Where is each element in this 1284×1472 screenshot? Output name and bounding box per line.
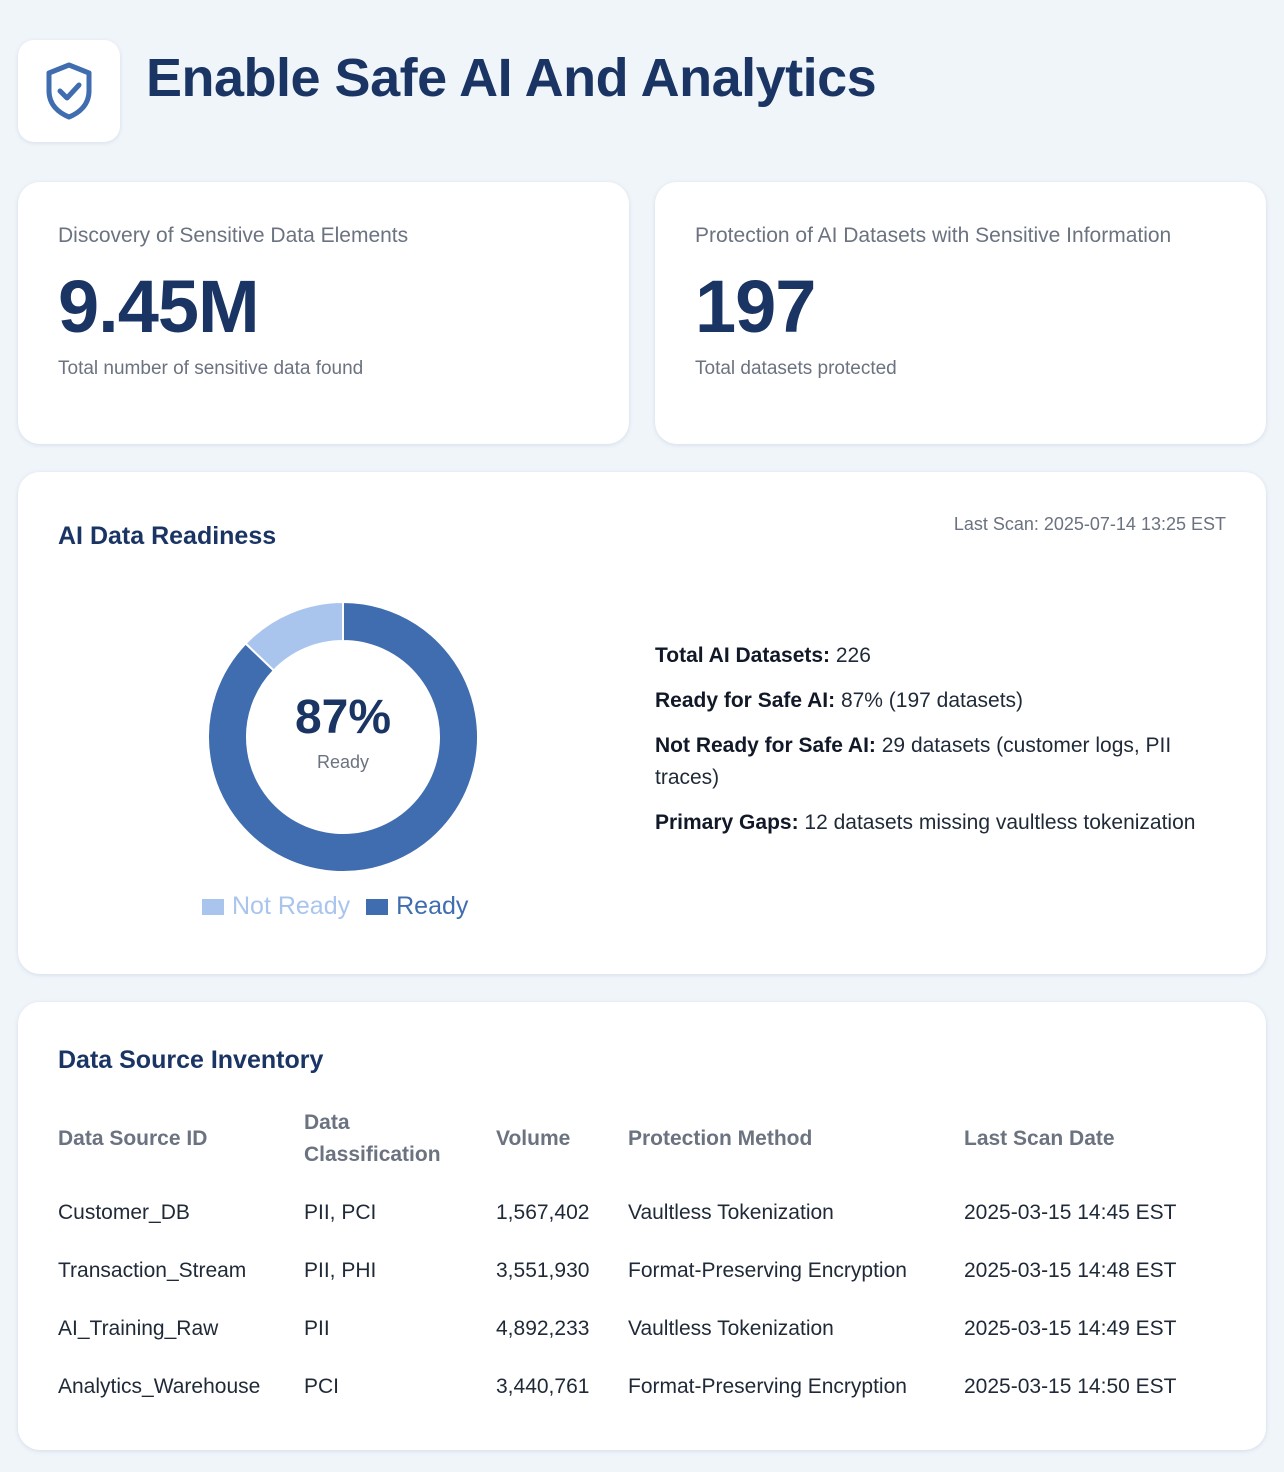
kpi-label: Protection of AI Datasets with Sensitive…	[695, 224, 1172, 247]
table-row[interactable]: Transaction_Stream PII, PHI 3,551,930 Forma…	[58, 1242, 1224, 1300]
column-header[interactable]: Protection Method	[628, 1127, 813, 1150]
kpi-card-protection: Protection of AI Datasets with Sensitive…	[655, 182, 1266, 444]
kpi-card-discovery: Discovery of Sensitive Data Elements 9.4…	[18, 182, 629, 444]
donut-center-label: Ready	[316, 751, 370, 772]
column-header[interactable]: Data Classification	[304, 1104, 496, 1174]
donut-slice-ready[interactable]	[207, 600, 479, 873]
donut-center-value: 87%	[294, 690, 392, 744]
page-header: Enable Safe AI And Analytics	[18, 40, 877, 142]
stat-label: Ready for Safe AI:	[655, 689, 836, 712]
legend-item-not-ready[interactable]: Not Ready	[202, 892, 350, 921]
readiness-card: AI Data Readiness Last Scan: 2025-07-14 …	[18, 472, 1266, 974]
readiness-donut-chart: 87% Ready	[207, 600, 479, 873]
stat-row: Total AI Datasets: 226	[655, 640, 1235, 672]
kpi-subtitle: Total datasets protected	[695, 358, 897, 379]
last-scan-timestamp: Last Scan: 2025-07-14 13:25 EST	[953, 514, 1226, 534]
table-cell: 2025-03-15 14:48 EST	[964, 1259, 1177, 1282]
column-header-label: Data Classification	[304, 1111, 441, 1166]
inventory-card: Data Source Inventory Data Source ID Dat…	[18, 1002, 1266, 1450]
donut-center: 87% Ready	[208, 602, 478, 872]
inventory-table: Data Source ID Data Classification Volume…	[58, 1104, 1224, 1416]
table-cell: Vaultless Tokenization	[628, 1201, 834, 1224]
column-header[interactable]: Data Source ID	[58, 1127, 208, 1150]
stat-row: Primary Gaps: 12 datasets missing vaultl…	[655, 807, 1235, 839]
readiness-title: AI Data Readiness	[58, 522, 277, 550]
table-header-row: Data Source ID Data Classification Volume…	[58, 1104, 1224, 1174]
table-cell: Analytics_Warehouse	[58, 1375, 261, 1398]
legend-item-ready[interactable]: Ready	[366, 892, 468, 921]
kpi-label: Discovery of Sensitive Data Elements	[58, 224, 409, 247]
chart-legend: Not Ready Ready	[202, 892, 484, 921]
table-cell: Format-Preserving Encryption	[628, 1375, 907, 1398]
table-cell: 2025-03-15 14:45 EST	[964, 1201, 1177, 1224]
logo-box	[18, 40, 120, 142]
stat-value: 226	[830, 644, 871, 667]
readiness-stats: Total AI Datasets: 226 Ready for Safe AI:…	[655, 640, 1235, 852]
table-cell: Transaction_Stream	[58, 1259, 247, 1282]
stat-label: Primary Gaps:	[655, 811, 799, 834]
stat-row: Not Ready for Safe AI: 29 datasets (cust…	[655, 730, 1235, 794]
table-cell: 1,567,402	[496, 1201, 590, 1224]
kpi-value: 9.45M	[58, 265, 260, 348]
table-cell: PCI	[304, 1375, 340, 1398]
shield-check-icon	[46, 62, 92, 120]
legend-swatch	[202, 898, 224, 915]
table-cell: 2025-03-15 14:49 EST	[964, 1317, 1177, 1340]
table-cell: 4,892,233	[496, 1317, 590, 1340]
kpi-value: 197	[695, 265, 816, 348]
stat-label: Not Ready for Safe AI:	[655, 734, 876, 757]
stat-value: 87% (197 datasets)	[835, 689, 1024, 712]
column-header[interactable]: Last Scan Date	[964, 1127, 1115, 1150]
table-cell: Customer_DB	[58, 1201, 190, 1224]
table-cell: PII, PCI	[304, 1201, 377, 1224]
table-cell: Vaultless Tokenization	[628, 1317, 834, 1340]
kpi-subtitle: Total number of sensitive data found	[58, 358, 364, 379]
table-row[interactable]: Customer_DB PII, PCI 1,567,402 Vaultless To…	[58, 1174, 1224, 1242]
inventory-title: Data Source Inventory	[58, 1046, 324, 1074]
legend-swatch	[366, 898, 389, 915]
donut-svg	[207, 600, 479, 873]
table-cell: PII, PHI	[304, 1259, 377, 1282]
table-cell: Format-Preserving Encryption	[628, 1259, 907, 1282]
table-row[interactable]: Analytics_Warehouse PCI 3,440,761 Format-Pr…	[58, 1358, 1224, 1416]
legend-label: Not Ready	[232, 892, 351, 920]
table-cell: AI_Training_Raw	[58, 1317, 219, 1340]
legend-label: Ready	[396, 892, 469, 920]
stat-value: 12 datasets missing vaultless tokenizati…	[798, 811, 1196, 834]
table-row[interactable]: AI_Training_Raw PII 4,892,233 Vaultless Tok…	[58, 1300, 1224, 1358]
column-header[interactable]: Volume	[496, 1127, 571, 1150]
table-cell: 3,440,761	[496, 1375, 590, 1398]
page-title: Enable Safe AI And Analytics	[146, 48, 877, 108]
stat-row: Ready for Safe AI: 87% (197 datasets)	[655, 685, 1235, 717]
table-cell: PII	[304, 1317, 330, 1340]
stat-label: Total AI Datasets:	[655, 644, 831, 667]
table-cell: 3,551,930	[496, 1259, 590, 1282]
stat-value: 29 datasets (customer logs, PII traces)	[655, 734, 1172, 789]
table-cell: 2025-03-15 14:50 EST	[964, 1375, 1177, 1398]
